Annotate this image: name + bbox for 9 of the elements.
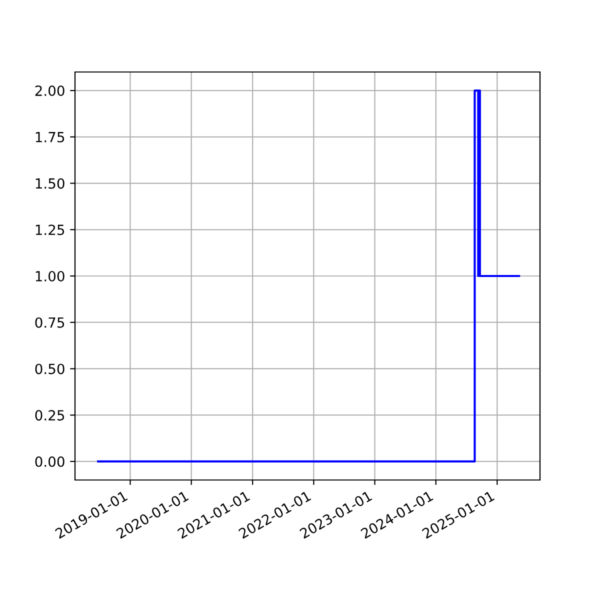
y-tick-label: 0.00 <box>35 456 64 467</box>
y-tick-label: 0.25 <box>35 410 64 421</box>
y-tick-label: 0.50 <box>35 364 64 374</box>
y-tick-label: 2.00 <box>35 86 64 96</box>
y-tick-label: 1.50 <box>36 178 64 189</box>
y-tick-label: 1.25 <box>36 224 64 236</box>
y-tick-label: 0.75 <box>35 317 64 328</box>
y-tick-label: 1.00 <box>36 270 64 282</box>
y-tick-label: 1.75 <box>36 132 64 142</box>
